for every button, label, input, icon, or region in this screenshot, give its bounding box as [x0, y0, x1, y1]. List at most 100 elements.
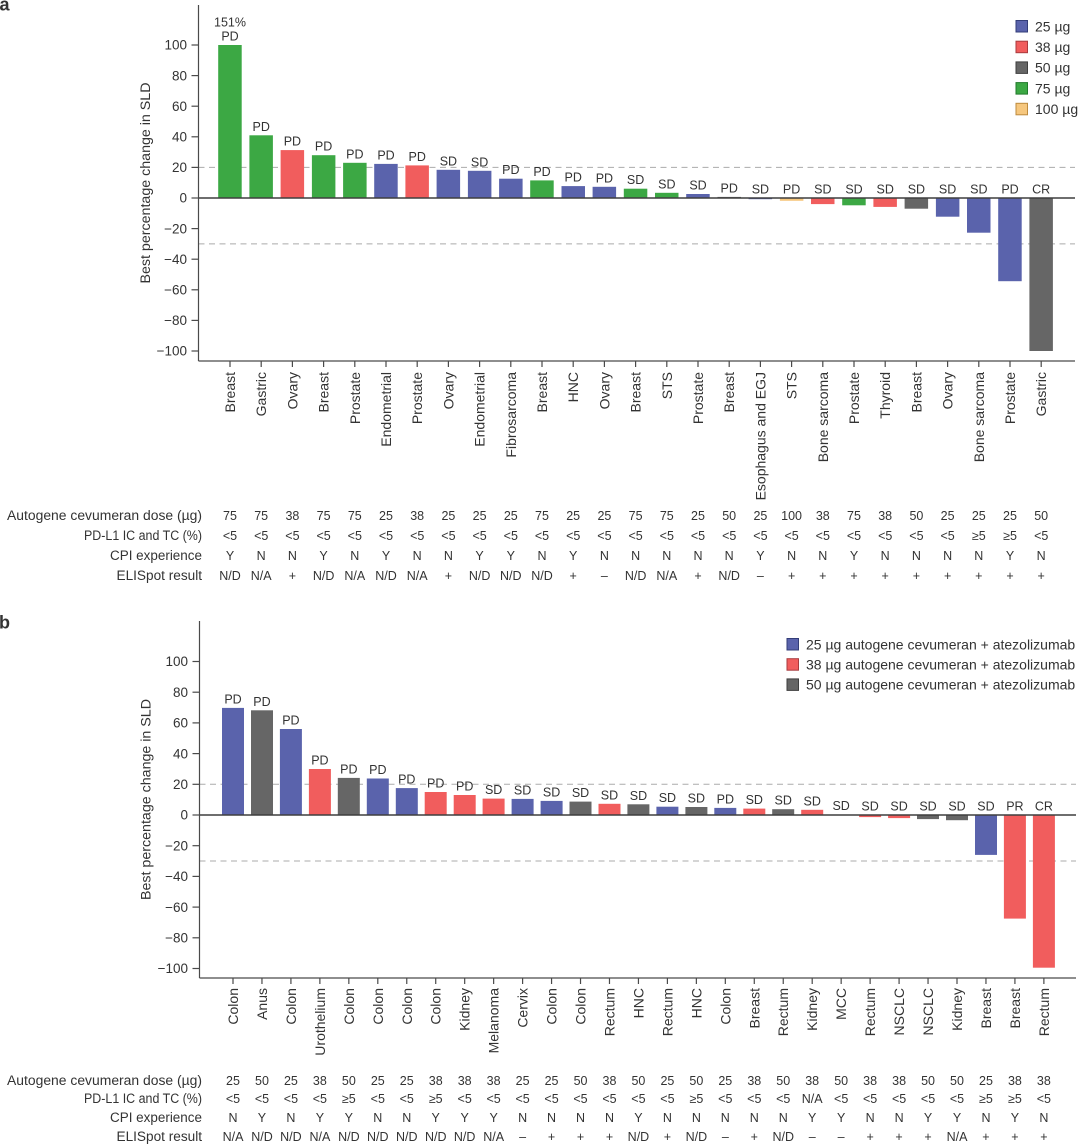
svg-text:N: N	[631, 549, 640, 563]
svg-text:Colon: Colon	[573, 988, 589, 1025]
svg-text:+: +	[289, 569, 296, 583]
svg-text:SD: SD	[939, 183, 956, 197]
svg-text:Rectum: Rectum	[1036, 988, 1052, 1036]
svg-text:PD: PD	[456, 780, 473, 794]
svg-text:Thyroid: Thyroid	[877, 372, 893, 419]
svg-text:<5: <5	[573, 1092, 587, 1106]
svg-text:80: 80	[172, 68, 187, 83]
svg-text:≥5: ≥5	[429, 1092, 443, 1106]
svg-text:+: +	[1040, 1130, 1047, 1144]
svg-text:PD: PD	[284, 135, 301, 149]
svg-text:ELISpot result: ELISpot result	[117, 1129, 203, 1144]
svg-text:50: 50	[921, 1074, 935, 1088]
svg-text:N/D: N/D	[686, 1130, 708, 1144]
svg-text:N: N	[228, 1111, 237, 1125]
svg-text:<5: <5	[660, 529, 674, 543]
svg-text:+: +	[1006, 569, 1013, 583]
svg-text:–: –	[601, 569, 608, 583]
svg-text:N: N	[787, 549, 796, 563]
svg-text:SD: SD	[970, 183, 987, 197]
svg-text:Y: Y	[1006, 549, 1015, 563]
svg-text:SD: SD	[845, 183, 862, 197]
svg-text:Kidney: Kidney	[457, 988, 473, 1031]
svg-text:25: 25	[473, 509, 487, 523]
svg-text:SD: SD	[832, 799, 849, 813]
svg-text:75: 75	[535, 509, 549, 523]
svg-text:SD: SD	[752, 183, 769, 197]
svg-text:N: N	[750, 1111, 759, 1125]
svg-text:<5: <5	[863, 1092, 877, 1106]
svg-text:+: +	[548, 1130, 555, 1144]
svg-text:38: 38	[892, 1074, 906, 1088]
svg-text:50: 50	[342, 1074, 356, 1088]
svg-text:SD: SD	[877, 183, 894, 197]
svg-text:50: 50	[255, 1074, 269, 1088]
svg-text:≥5: ≥5	[979, 1092, 993, 1106]
svg-text:N/D: N/D	[454, 1130, 476, 1144]
svg-text:N: N	[943, 549, 952, 563]
svg-text:<5: <5	[597, 529, 611, 543]
svg-text:<5: <5	[441, 529, 455, 543]
svg-text:<5: <5	[400, 1092, 414, 1106]
svg-text:PD: PD	[221, 30, 238, 44]
svg-text:75: 75	[629, 509, 643, 523]
svg-text:100: 100	[165, 654, 188, 669]
svg-text:PD: PD	[282, 714, 299, 728]
svg-text:N: N	[1039, 1111, 1048, 1125]
svg-text:Y: Y	[850, 549, 859, 563]
svg-text:25: 25	[516, 1074, 530, 1088]
svg-text:<5: <5	[722, 529, 736, 543]
svg-text:≥5: ≥5	[1003, 529, 1017, 543]
svg-text:75: 75	[847, 509, 861, 523]
svg-text:<5: <5	[950, 1092, 964, 1106]
svg-text:N: N	[288, 549, 297, 563]
svg-text:<5: <5	[458, 1092, 472, 1106]
svg-text:Prostate: Prostate	[690, 372, 706, 424]
svg-text:60: 60	[173, 716, 188, 731]
svg-text:25: 25	[941, 509, 955, 523]
svg-text:38: 38	[313, 1074, 327, 1088]
svg-text:–: –	[519, 1130, 526, 1144]
svg-text:N/A: N/A	[656, 569, 678, 583]
svg-text:Ovary: Ovary	[284, 372, 300, 409]
svg-text:N: N	[350, 549, 359, 563]
svg-text:HNC: HNC	[565, 372, 581, 402]
svg-text:NSCLC: NSCLC	[891, 988, 907, 1035]
svg-text:SD: SD	[543, 785, 560, 799]
svg-text:N: N	[518, 1111, 527, 1125]
svg-text:Autogene cevumeran dose (µg): Autogene cevumeran dose (µg)	[7, 1073, 202, 1088]
svg-text:Rectum: Rectum	[862, 988, 878, 1036]
svg-text:Colon: Colon	[283, 988, 299, 1025]
svg-text:75: 75	[254, 509, 268, 523]
svg-text:≥5: ≥5	[1008, 1092, 1022, 1106]
svg-text:N: N	[600, 549, 609, 563]
svg-text:N/D: N/D	[469, 569, 491, 583]
svg-text:SD: SD	[485, 783, 502, 797]
svg-text:<5: <5	[254, 529, 268, 543]
svg-text:<5: <5	[628, 529, 642, 543]
svg-text:N: N	[413, 549, 422, 563]
svg-text:−60: −60	[165, 900, 188, 915]
svg-text:<5: <5	[660, 1092, 674, 1106]
svg-text:N/D: N/D	[628, 1130, 650, 1144]
svg-text:50: 50	[631, 1074, 645, 1088]
svg-text:<5: <5	[226, 1092, 240, 1106]
svg-text:<5: <5	[316, 529, 330, 543]
svg-text:N/A: N/A	[251, 569, 273, 583]
svg-text:PD: PD	[340, 762, 357, 776]
svg-text:N/D: N/D	[219, 569, 241, 583]
svg-text:ELISpot result: ELISpot result	[117, 568, 203, 583]
svg-text:38 µg autogene cevumeran + ate: 38 µg autogene cevumeran + atezolizumab	[806, 657, 1075, 673]
svg-text:Colon: Colon	[225, 988, 241, 1025]
svg-text:PD: PD	[398, 773, 415, 787]
svg-text:SD: SD	[689, 179, 706, 193]
svg-text:CPI experience: CPI experience	[110, 548, 202, 563]
svg-text:N: N	[981, 1111, 990, 1125]
svg-text:<5: <5	[348, 529, 362, 543]
svg-text:SD: SD	[861, 800, 878, 814]
svg-text:N: N	[257, 549, 266, 563]
svg-text:<5: <5	[515, 1092, 529, 1106]
svg-text:N/D: N/D	[338, 1130, 360, 1144]
svg-text:<5: <5	[371, 1092, 385, 1106]
svg-text:PD: PD	[565, 171, 582, 185]
